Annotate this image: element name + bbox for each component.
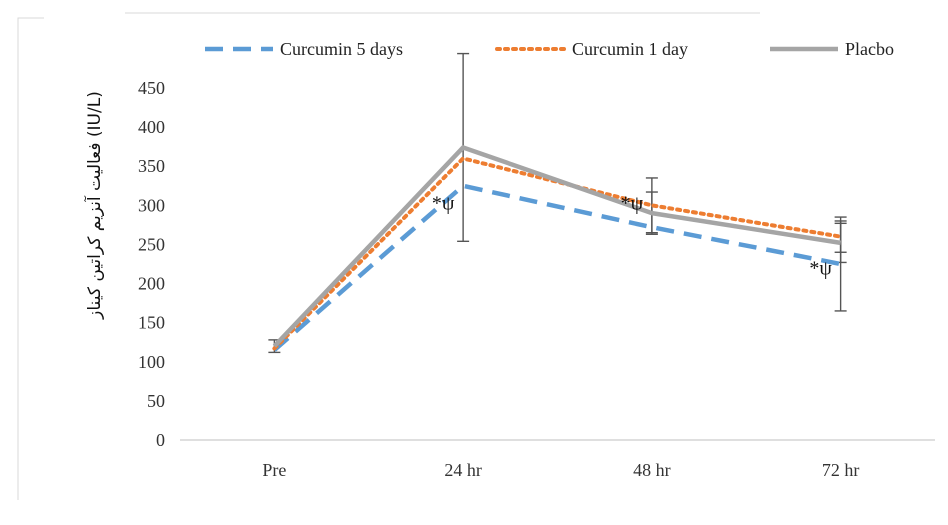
x-tick-label: 24 hr [444,460,482,480]
series-line-placbo [272,145,841,348]
series-lines [272,145,843,352]
y-axis-label: فعالیت آنزیم کراتین کیناز (IU/L) [83,91,105,320]
error-bars [268,52,847,354]
y-tick-label: 0 [156,430,165,450]
legend: Curcumin 5 days Curcumin 1 day Placbo [205,39,894,59]
y-tick-label: 400 [138,117,165,137]
y-tick-label: 200 [138,274,165,294]
y-tick-label: 450 [138,78,165,98]
series-line-curcumin-5-days [272,183,842,352]
x-tick-label: Pre [262,460,286,480]
y-tick-label: 300 [138,195,165,215]
legend-label-placbo: Placbo [845,39,894,59]
y-tick-label: 150 [138,313,165,333]
series-line-curcumin-1-day [272,156,843,351]
significance-annotation: *ψ [432,192,455,214]
y-axis-ticks: 0 50 100 150 200 250 300 350 400 450 [138,78,165,450]
y-tick-label: 100 [138,352,165,372]
x-tick-label: 72 hr [822,460,860,480]
y-tick-label: 50 [147,391,165,411]
significance-annotation: *ψ [621,192,644,214]
legend-label-curcumin-5-days: Curcumin 5 days [280,39,403,59]
legend-label-curcumin-1-day: Curcumin 1 day [572,39,688,59]
significance-annotation: *ψ [809,257,832,279]
x-axis-ticks: Pre 24 hr 48 hr 72 hr [262,460,859,480]
chart-frame [17,12,760,500]
y-tick-label: 250 [138,234,165,254]
annotations: *ψ *ψ *ψ [432,192,833,279]
x-tick-label: 48 hr [633,460,671,480]
y-tick-label: 350 [138,156,165,176]
